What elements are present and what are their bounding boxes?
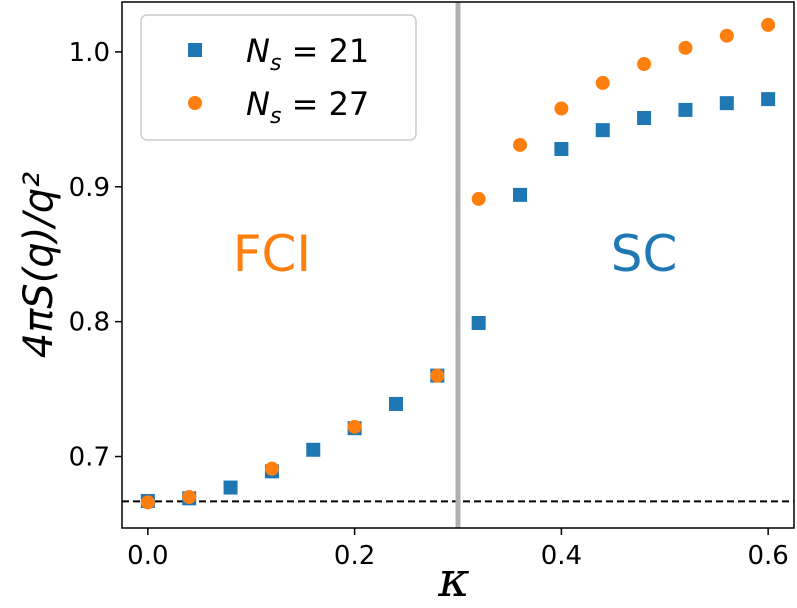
data-point [761,92,776,107]
data-point [554,101,569,116]
axes: 0.0 0.2 0.4 0.6 0.7 0.8 0.9 1.0 [69,1,795,571]
data-point [306,442,321,457]
plot-content: FCI SC [122,2,794,528]
data-point [140,495,155,510]
y-tick-label: 0.8 [69,308,110,338]
annotation-fci: FCI [233,225,311,283]
data-point [637,57,652,72]
data-point [719,28,734,43]
legend-marker [188,43,202,57]
data-point [471,315,486,330]
y-tick-label: 1.0 [69,38,110,68]
data-point [513,137,528,152]
data-point [471,191,486,206]
x-axis-label: κ [437,552,469,608]
legend-marker [188,96,202,110]
data-point [678,40,693,55]
y-tick-label: 0.9 [69,173,110,203]
data-point [182,489,197,504]
data-point [513,187,528,202]
legend-label: Ns = 27 [246,85,369,129]
data-point [264,461,279,476]
x-tick-label: 0.6 [747,541,788,571]
data-point [595,75,610,90]
data-point [430,368,445,383]
axis-labels: κ 4πS(q)/q² [16,172,470,608]
data-point [637,110,652,125]
legend-box [140,14,417,141]
data-point [678,102,693,117]
data-point [347,419,362,434]
series-2 [140,17,776,510]
plot-area: FCI SC [122,2,794,528]
data-point [554,142,569,157]
x-tick-label: 0.4 [541,541,582,571]
y-axis-label: 4πS(q)/q² [16,172,62,358]
legend: Ns = 21 Ns = 27 [140,14,417,141]
y-tick-label: 0.7 [69,443,110,473]
annotation-sc: SC [611,225,678,283]
legend-label: Ns = 21 [246,32,369,76]
data-point [761,17,776,32]
data-point [223,480,238,495]
data-point [595,123,610,138]
data-point [388,396,403,411]
axes-frame [121,1,795,529]
data-point [719,96,734,111]
x-tick-label: 0.0 [127,541,168,571]
x-tick-label: 0.2 [334,541,375,571]
